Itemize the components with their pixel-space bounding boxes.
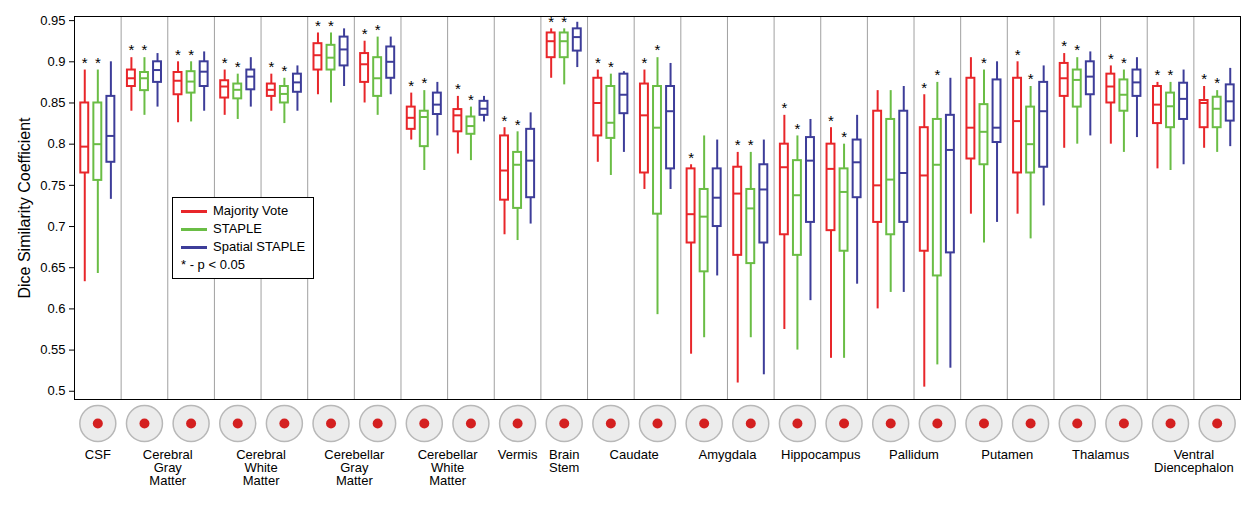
svg-text:*: * xyxy=(781,99,787,116)
svg-text:*: * xyxy=(748,136,754,153)
svg-text:CSF: CSF xyxy=(85,447,111,462)
svg-text:0.6: 0.6 xyxy=(47,301,65,316)
svg-text:*: * xyxy=(1108,50,1114,67)
svg-text:Hippocampus: Hippocampus xyxy=(781,447,861,462)
svg-text:CerebralGrayMatter: CerebralGrayMatter xyxy=(143,447,193,488)
svg-text:*: * xyxy=(1168,66,1174,83)
svg-text:*: * xyxy=(1061,37,1067,54)
svg-text:*: * xyxy=(841,128,847,145)
svg-text:*: * xyxy=(921,79,927,96)
svg-text:*: * xyxy=(642,54,648,71)
svg-text:*: * xyxy=(268,58,274,75)
html-text:Spatial STAPLE: Spatial STAPLE xyxy=(213,239,306,254)
svg-text:*: * xyxy=(95,54,101,71)
svg-text:*: * xyxy=(328,17,334,34)
svg-text:Amygdala: Amygdala xyxy=(699,447,758,462)
svg-text:*: * xyxy=(1028,70,1034,87)
svg-text:*: * xyxy=(1121,54,1127,71)
svg-text:*: * xyxy=(222,54,228,71)
svg-text:*: * xyxy=(421,74,427,91)
svg-text:0.65: 0.65 xyxy=(40,260,65,275)
svg-text:*: * xyxy=(408,77,414,94)
svg-text:*: * xyxy=(828,111,834,128)
svg-text:*: * xyxy=(1015,46,1021,63)
svg-text:*: * xyxy=(455,80,461,97)
svg-text:*: * xyxy=(561,13,567,30)
svg-text:0.95: 0.95 xyxy=(40,13,65,28)
svg-text:*: * xyxy=(595,54,601,71)
html-text:Majority Vote: Majority Vote xyxy=(213,203,289,218)
svg-text:0.85: 0.85 xyxy=(40,95,65,110)
svg-text:CerebralWhiteMatter: CerebralWhiteMatter xyxy=(236,447,286,488)
svg-text:*: * xyxy=(362,25,368,42)
svg-text:Thalamus: Thalamus xyxy=(1072,447,1130,462)
svg-text:CerebellarGrayMatter: CerebellarGrayMatter xyxy=(324,447,385,488)
svg-text:*: * xyxy=(735,136,741,153)
html-text:STAPLE: STAPLE xyxy=(213,221,262,236)
svg-text:Caudate: Caudate xyxy=(610,447,659,462)
svg-text:0.9: 0.9 xyxy=(47,54,65,69)
svg-text:*: * xyxy=(502,111,508,128)
svg-text:*: * xyxy=(1214,74,1220,91)
svg-text:*: * xyxy=(1074,41,1080,58)
svg-text:*: * xyxy=(1155,66,1161,83)
svg-text:*: * xyxy=(1201,70,1207,87)
svg-text:*: * xyxy=(82,54,88,71)
svg-text:0.55: 0.55 xyxy=(40,342,65,357)
svg-text:*: * xyxy=(375,21,381,38)
svg-text:*: * xyxy=(608,58,614,75)
svg-text:CerebellarWhiteMatter: CerebellarWhiteMatter xyxy=(418,447,479,488)
svg-text:*: * xyxy=(688,149,694,166)
svg-text:*: * xyxy=(281,62,287,79)
svg-text:VentralDiencephalon: VentralDiencephalon xyxy=(1154,447,1234,475)
svg-text:*: * xyxy=(515,116,521,133)
svg-text:Putamen: Putamen xyxy=(981,447,1033,462)
svg-text:0.5: 0.5 xyxy=(47,383,65,398)
svg-text:*: * xyxy=(934,66,940,83)
svg-text:*: * xyxy=(315,17,321,34)
svg-text:*: * xyxy=(655,41,661,58)
svg-text:*: * xyxy=(548,13,554,30)
svg-text:0.75: 0.75 xyxy=(40,178,65,193)
html-text:* - p < 0.05: * - p < 0.05 xyxy=(181,257,245,272)
svg-text:*: * xyxy=(981,54,987,71)
svg-text:*: * xyxy=(188,46,194,63)
svg-text:0.8: 0.8 xyxy=(47,136,65,151)
svg-text:BrainStem: BrainStem xyxy=(549,447,579,475)
svg-text:*: * xyxy=(142,41,148,58)
svg-text:Dice Similarity Coefficient: Dice Similarity Coefficient xyxy=(16,117,33,299)
svg-text:0.7: 0.7 xyxy=(47,219,65,234)
svg-text:*: * xyxy=(468,91,474,108)
svg-text:*: * xyxy=(235,58,241,75)
svg-text:Vermis: Vermis xyxy=(498,447,538,462)
svg-text:*: * xyxy=(128,41,134,58)
svg-text:*: * xyxy=(175,46,181,63)
svg-text:Pallidum: Pallidum xyxy=(889,447,939,462)
svg-text:*: * xyxy=(794,120,800,137)
